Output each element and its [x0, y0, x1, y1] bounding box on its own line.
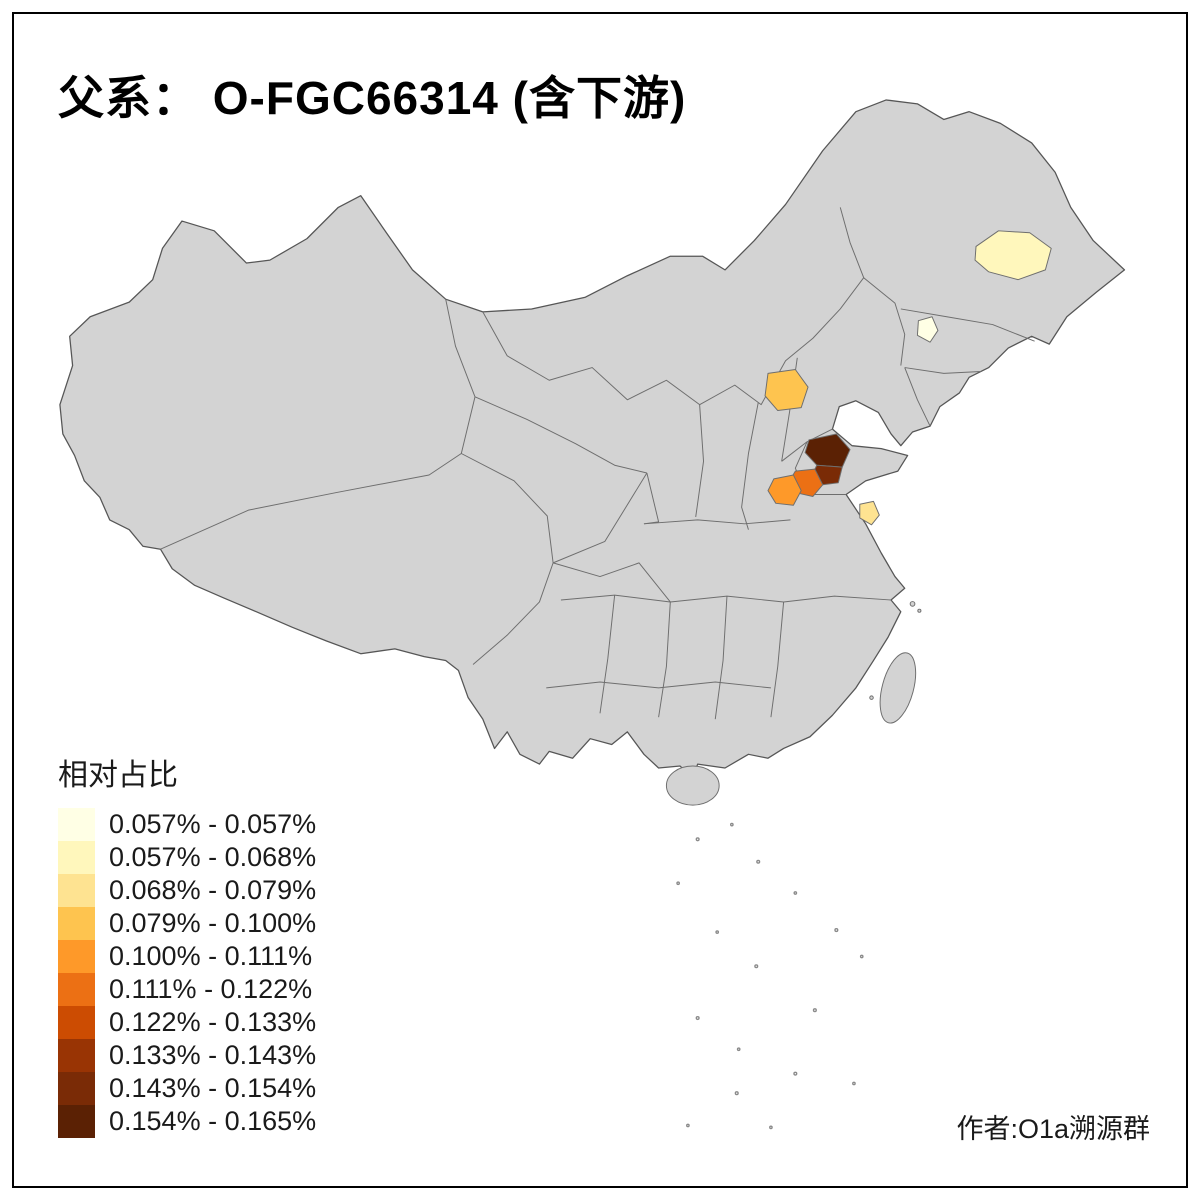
legend-swatch [58, 841, 95, 874]
sea-islets [676, 822, 864, 1130]
legend-label: 0.143% - 0.154% [109, 1073, 317, 1103]
legend-label: 0.122% - 0.133% [109, 1007, 317, 1037]
legend-item: 0.079% - 0.100% [58, 907, 316, 940]
legend-label: 0.111% - 0.122% [109, 974, 313, 1004]
legend-label: 0.079% - 0.100% [109, 908, 317, 938]
legend-swatch [58, 1039, 95, 1072]
legend-swatch [58, 1006, 95, 1039]
region-hebei-central [764, 369, 809, 412]
plot-frame: 父系： O-FGC66314 (含下游) 相对占比 0.057% - 0.057… [12, 12, 1188, 1188]
legend-label: 0.133% - 0.143% [109, 1040, 317, 1070]
legend-label: 0.100% - 0.111% [109, 941, 313, 971]
china-choropleth-map [59, 99, 1126, 1130]
legend-swatch [58, 808, 95, 841]
legend-swatch [58, 940, 95, 973]
legend-item: 0.057% - 0.068% [58, 841, 316, 874]
hainan-island [665, 765, 720, 806]
taiwan-island [879, 652, 917, 724]
legend-item: 0.068% - 0.079% [58, 874, 316, 907]
page-title: 父系： O-FGC66314 (含下游) [58, 72, 687, 124]
region-jiangsu-central [859, 500, 880, 526]
legend-label: 0.154% - 0.165% [109, 1106, 317, 1136]
legend-title: 相对占比 [58, 759, 178, 792]
choropleth-regions [764, 230, 1052, 526]
legend-label: 0.057% - 0.057% [109, 809, 317, 839]
author-credit: 作者:O1a溯源群 [956, 1114, 1150, 1144]
region-heilongjiang-central [974, 230, 1052, 281]
legend-item: 0.143% - 0.154% [58, 1072, 316, 1105]
region-henan-central [767, 474, 802, 506]
legend-swatch [58, 973, 95, 1006]
legend-item: 0.133% - 0.143% [58, 1039, 316, 1072]
legend-label: 0.068% - 0.079% [109, 875, 317, 905]
legend-swatch [58, 1105, 95, 1138]
legend-item: 0.122% - 0.133% [58, 1006, 316, 1039]
map-legend: 相对占比 0.057% - 0.057% 0.057% - 0.068% 0.0… [58, 750, 316, 1138]
islands [665, 601, 922, 806]
legend-item: 0.057% - 0.057% [58, 808, 316, 841]
legend-swatch [58, 907, 95, 940]
legend-item: 0.154% - 0.165% [58, 1105, 316, 1138]
legend-swatch [58, 874, 95, 907]
province-borders [160, 207, 1035, 720]
legend-label: 0.057% - 0.068% [109, 842, 317, 872]
legend-swatch [58, 1072, 95, 1105]
region-jilin-small [916, 316, 939, 343]
legend-item: 0.111% - 0.122% [58, 973, 316, 1006]
china-mainland-shape [59, 99, 1126, 779]
legend-item: 0.100% - 0.111% [58, 940, 316, 973]
